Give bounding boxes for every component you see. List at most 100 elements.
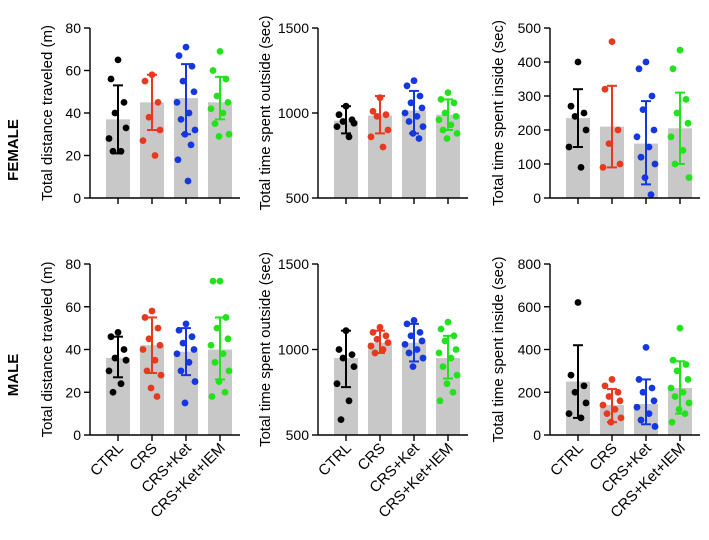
data-point-CRS+Ket+IEM	[453, 371, 461, 379]
data-point-CRS	[143, 367, 151, 375]
y-tick-label: 60	[65, 299, 81, 315]
y-axis-label: Total distance traveled (m)	[39, 262, 56, 438]
y-tick-label: 600	[518, 299, 542, 315]
data-point-CRS+Ket	[647, 191, 655, 199]
data-point-CRS+Ket+IEM	[219, 109, 227, 117]
data-point-CRS+Ket+IEM	[211, 358, 219, 366]
y-tick-label: 60	[65, 63, 81, 79]
data-point-CRS+Ket+IEM	[211, 120, 219, 128]
data-point-CRS	[607, 418, 615, 426]
data-point-CTRL	[571, 388, 579, 396]
data-point-CRS	[599, 401, 607, 409]
data-point-CRS+Ket	[173, 350, 181, 358]
data-point-CRS	[141, 77, 149, 85]
data-point-CTRL	[120, 98, 128, 106]
data-point-CRS+Ket+IEM	[441, 109, 449, 117]
data-point-CTRL	[111, 109, 119, 117]
data-point-CRS	[153, 393, 161, 400]
data-point-CTRL	[105, 135, 113, 142]
data-point-CRS+Ket	[182, 320, 190, 328]
data-point-CRS+Ket+IEM	[669, 65, 677, 73]
data-point-CRS+Ket	[184, 177, 192, 185]
data-point-CRS+Ket	[177, 367, 185, 375]
data-point-CRS+Ket	[651, 160, 659, 168]
data-point-CRS+Ket+IEM	[673, 109, 681, 117]
data-point-CRS	[148, 71, 156, 79]
data-point-CTRL	[342, 327, 350, 335]
data-point-CRS+Ket+IEM	[676, 324, 684, 332]
data-point-CRS+Ket	[401, 109, 409, 117]
data-point-CRS	[156, 341, 164, 349]
data-point-CRS+Ket	[633, 133, 641, 141]
data-point-CRS+Ket	[413, 346, 421, 353]
data-point-CTRL	[350, 119, 358, 127]
data-point-CRS	[139, 137, 147, 145]
data-point-CRS+Ket+IEM	[452, 113, 460, 120]
data-point-CRS+Ket	[416, 92, 424, 100]
data-point-CRS	[601, 85, 609, 93]
data-point-CRS+Ket	[419, 123, 427, 130]
data-point-CRS+Ket	[639, 106, 647, 113]
data-point-CRS	[376, 94, 384, 102]
data-point-CRS+Ket+IEM	[222, 314, 230, 321]
data-point-CRS+Ket	[190, 88, 198, 96]
data-point-CRS+Ket	[403, 82, 411, 90]
data-point-CRS+Ket+IEM	[215, 378, 223, 385]
data-point-CTRL	[565, 410, 573, 418]
y-tick-label: 80	[65, 20, 81, 36]
y-tick-label: 100	[518, 156, 542, 172]
category-label-CTRL: CTRL	[547, 440, 587, 480]
data-point-CRS+Ket	[187, 141, 195, 149]
data-point-CRS+Ket+IEM	[207, 341, 215, 349]
panel-male-0: 0 20 40 60 80 Total distance traveled (m) CTRL…	[39, 256, 240, 521]
data-point-CRS+Ket+IEM	[682, 96, 690, 103]
data-point-CTRL	[580, 109, 588, 117]
data-point-CRS+Ket+IEM	[685, 174, 693, 182]
data-point-CRS+Ket+IEM	[441, 337, 449, 345]
data-point-CRS	[616, 160, 624, 168]
data-point-CTRL	[348, 351, 356, 359]
data-point-CTRL	[122, 124, 130, 132]
data-point-CRS+Ket+IEM	[443, 380, 451, 388]
y-tick-label: 300	[518, 88, 542, 104]
data-point-CRS+Ket	[181, 399, 189, 407]
panel-female-2: 0 100 200 300 400 500 Total time spent inside …	[490, 20, 700, 206]
data-point-CTRL	[114, 329, 122, 336]
data-point-CTRL	[337, 416, 345, 424]
data-point-CRS+Ket+IEM	[215, 132, 223, 140]
data-point-CTRL	[107, 333, 115, 341]
data-point-CRS	[614, 126, 622, 134]
data-point-CTRL	[574, 58, 582, 66]
data-point-CTRL	[111, 354, 119, 362]
y-tick-label: 1500	[278, 256, 309, 272]
data-point-CRS+Ket	[191, 378, 199, 385]
data-point-CRS+Ket+IEM	[435, 349, 443, 357]
data-point-CRS+Ket	[651, 423, 659, 430]
data-point-CTRL	[339, 354, 347, 362]
data-point-CRS	[382, 332, 390, 340]
data-point-CRS+Ket+IEM	[436, 397, 444, 405]
data-point-CRS	[382, 111, 390, 119]
data-point-CRS+Ket+IEM	[437, 325, 445, 333]
data-point-CTRL	[345, 133, 353, 141]
data-point-CRS+Ket+IEM	[222, 75, 230, 83]
data-point-CRS+Ket	[642, 343, 650, 351]
data-point-CRS	[154, 98, 162, 106]
y-tick-label: 500	[518, 20, 542, 36]
data-point-CRS+Ket+IEM	[208, 393, 216, 400]
data-point-CTRL	[345, 397, 353, 405]
data-point-CRS+Ket+IEM	[224, 98, 232, 106]
data-point-CTRL	[120, 346, 128, 353]
data-point-CRS+Ket	[648, 92, 656, 100]
data-point-CRS+Ket+IEM	[667, 384, 675, 392]
data-point-CRS+Ket+IEM	[668, 418, 676, 426]
data-point-CRS+Ket	[181, 130, 189, 138]
data-point-CRS+Ket+IEM	[449, 388, 457, 396]
y-tick-label: 1500	[278, 20, 309, 36]
data-point-CTRL	[117, 147, 125, 155]
data-point-CRS+Ket+IEM	[679, 388, 687, 396]
data-point-CTRL	[122, 356, 130, 364]
data-point-CTRL	[107, 75, 115, 83]
data-point-CRS	[379, 143, 387, 151]
data-point-CRS+Ket+IEM	[209, 277, 217, 285]
